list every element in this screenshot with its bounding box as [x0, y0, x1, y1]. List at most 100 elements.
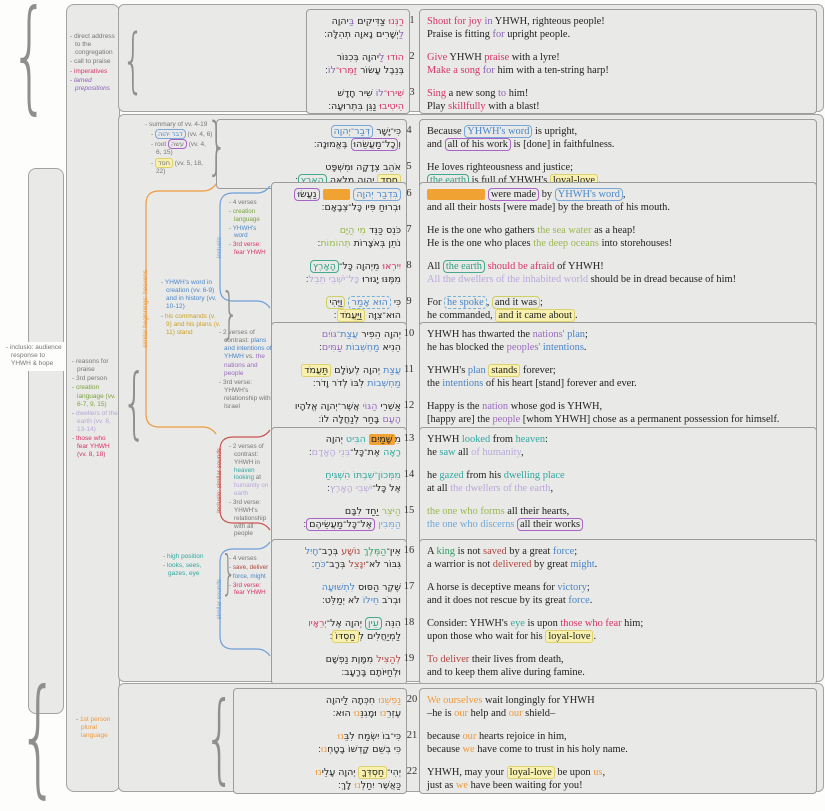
bullet-dash: -	[229, 224, 233, 232]
text-segment: he spoke	[444, 296, 487, 309]
english-verse-19: To deliver their lives from death, and to…	[427, 653, 816, 679]
text-segment: for	[492, 29, 505, 40]
bracket-bullets: - 4 verses - creation language - YHWH's wo…	[229, 199, 271, 258]
text-segment: יַחַד לִבָּם	[344, 506, 382, 517]
hebrew-line: אֵין־הַמֶּלֶךְ נוֹשָׁע בְּרָב־חָיִל	[272, 545, 401, 558]
left-rail-notes	[66, 4, 120, 792]
text-segment: of YHWH!	[554, 261, 604, 272]
text-segment: all of his work	[444, 138, 511, 151]
annotation-bullet: - looks, sees, gazes, eye	[163, 562, 221, 578]
text-segment: YHWH's word	[464, 125, 533, 138]
text-segment: יְהִי־	[387, 767, 401, 778]
text-segment: הוּא׃	[332, 708, 354, 719]
verse-number: 20	[406, 694, 418, 705]
annotation-bullet: - creation language (vv. 6-7, 9, 15)	[72, 384, 118, 408]
english-line: Sing a new song to him!	[427, 87, 816, 100]
english-box-vv6-9: The heavens were made by YHWH's word,and…	[419, 182, 817, 328]
hebrew-line: הַמֵּבִין אֶל־כָּל־מַעֲשֵׂיהֶם׃	[272, 518, 401, 531]
text-segment: the sea water	[537, 225, 592, 236]
text-segment: nations'	[532, 329, 565, 340]
text-segment: with a blast!	[485, 101, 540, 112]
annotation-bullet: - save, deliver	[229, 564, 271, 572]
hebrew-line: וּבְרֹב חֵילוֹ לֹא יְמַלֵּט׃	[272, 594, 401, 607]
hebrew-line: מִמְּכוֹן־שִׁבְתּוֹ הִשְׁגִּיחַ	[272, 469, 401, 482]
text-segment: שִׁירוּ־	[383, 88, 404, 99]
text-segment: לוֹ	[327, 65, 336, 76]
verse-number-column-vv10-12: 10 11 12	[400, 322, 418, 432]
text-segment: upright people.	[504, 29, 571, 40]
text-segment: יִנָּצֵל	[348, 559, 366, 570]
left-rail-outer	[28, 168, 64, 714]
hebrew-verse-8: יִירְאוּ מֵיְהוָה כָּל־הָאָרֶץ מִמֶּנּוּ …	[272, 260, 401, 286]
text-segment: לְהַצִּיל	[376, 654, 401, 665]
english-line: A king is not saved by a great force;	[427, 545, 816, 558]
english-box-vv20-22: We ourselves wait longingly for YHWH –he …	[419, 688, 817, 794]
text-segment: הִבִּיט	[345, 434, 366, 445]
hebrew-verse-18: הִנֵּה עֵין יְהוָה אֶל־יְרֵאָיו לַמְיַחֲל…	[272, 617, 401, 643]
english-line: the intentions of his heart [stand] fore…	[427, 377, 816, 390]
text-segment: עֲצַת־	[336, 329, 359, 340]
text-segment: ׃	[303, 519, 307, 530]
text-segment: (vv. 5, 18, 22)	[156, 159, 203, 175]
hebrew-verse-17: שֶׁקֶר הַסּוּס לִתְשׁוּעָה וּבְרֹב חֵילוֹ…	[272, 581, 401, 607]
text-segment: Because	[427, 126, 465, 137]
text-segment: at	[253, 474, 261, 482]
text-segment: הָאָרֶץ	[297, 174, 327, 187]
text-segment: all their works	[517, 518, 584, 531]
verse-number: 21	[406, 730, 418, 741]
hebrew-line: עֶזְרֵנוּ וּמָגִנֵּנוּ הוּא׃	[234, 707, 401, 720]
text-segment: ׃	[294, 175, 298, 186]
text-segment: of his heart [stand] forever and ever.	[483, 378, 637, 389]
text-segment: into storehouses!	[598, 238, 673, 249]
text-segment: יְרֵאָיו	[308, 618, 327, 629]
verse-number: 4	[406, 125, 412, 136]
text-segment: בִּדְבַר יְהוָה	[353, 188, 401, 201]
text-segment: he	[427, 470, 440, 481]
text-segment: יהוָה בְּכִנּוֹר	[336, 52, 379, 63]
text-segment: gazed	[439, 470, 464, 481]
text-segment: אֶל כָּל־	[372, 483, 401, 494]
text-segment: מֵי הַיָּם	[339, 225, 366, 236]
text-segment: עֵין	[364, 617, 382, 630]
text-segment: those who fear YHWH (vv. 8, 18)	[75, 435, 110, 459]
english-line: He loves righteousness and justice;	[427, 161, 816, 174]
text-segment: חסד	[154, 157, 173, 168]
text-segment: כָּל־יֹשְׁבֵי תֵבֵל	[308, 274, 360, 285]
text-segment: חָיִל	[304, 546, 319, 557]
english-box-vv10-12: YHWH has thwarted the nations' plan; he h…	[419, 322, 817, 434]
verse-number-column-vv13-15: 13 14 15	[400, 427, 418, 544]
text-segment: נַעֲשׂוּ	[294, 188, 320, 201]
text-segment: 2 verses of contrast:	[222, 329, 255, 345]
text-segment: the one who discerns	[427, 519, 515, 530]
text-segment: [happy are] the	[427, 414, 493, 425]
text-segment: ;	[585, 329, 588, 340]
text-segment: לַ	[398, 29, 404, 40]
text-segment: נַגֵּן בִּתְרוּעָה׃	[328, 101, 380, 112]
text-segment: .	[574, 310, 578, 321]
text-segment: YHWH's word	[554, 188, 623, 201]
text-segment: בְּנֵי הָאָדָם	[311, 447, 351, 458]
hebrew-line: בִּדְבַר יְהוָה שָׁמַיִם נַעֲשׂוּ	[272, 188, 401, 201]
text-segment: יְהוָה עָלֵי	[321, 767, 359, 778]
text-segment: ׃	[305, 274, 309, 285]
annotation-bullet: - reasons for praise	[72, 358, 118, 374]
hebrew-box-vv4-5: כִּי־יָשָׁר דְּבַר־יְהוָה וְכָל־מַעֲשֵׂהו…	[216, 119, 407, 189]
text-segment: were made	[487, 188, 540, 201]
text-segment: בָּחַר לְנַחֲלָה לוֹ׃	[318, 414, 383, 425]
text-segment: a new song	[446, 88, 499, 99]
bracket-bullets: - 4 verses - save, deliver - force, might -…	[229, 555, 271, 598]
text-segment: ׃	[317, 238, 321, 249]
hebrew-box-vv10-12: יְהוָה הֵפִיר עֲצַת־גּוֹיִם הֵנִיא מַחְשְ…	[271, 322, 407, 434]
text-segment: יְהוָה לְעוֹלָם	[331, 365, 384, 376]
text-segment: praise	[484, 52, 510, 63]
english-line: because our hearts rejoice in him,	[427, 730, 816, 743]
hebrew-line: בְּנֵבֶל עָשׂוֹר זַמְּרוּ־לוֹ׃	[307, 64, 404, 77]
english-verse-2: Give YHWH praise with a lyre! Make a song…	[427, 51, 816, 77]
bracket-vertical-label: similar beginnings: heavens	[139, 183, 151, 435]
hebrew-box-vv13-15: מִשָּׁמַיִם הִבִּיט יְהוָה רָאָה אֶת־כָּל…	[271, 427, 407, 546]
english-line: and to keep them alive during famine.	[427, 666, 816, 679]
text-segment: root	[154, 141, 168, 149]
english-line: All the earth should be afraid of YHWH!	[427, 260, 816, 273]
text-segment: by	[539, 189, 555, 200]
english-verse-1: Shout for joy in YHWH, righteous people!…	[427, 15, 816, 41]
